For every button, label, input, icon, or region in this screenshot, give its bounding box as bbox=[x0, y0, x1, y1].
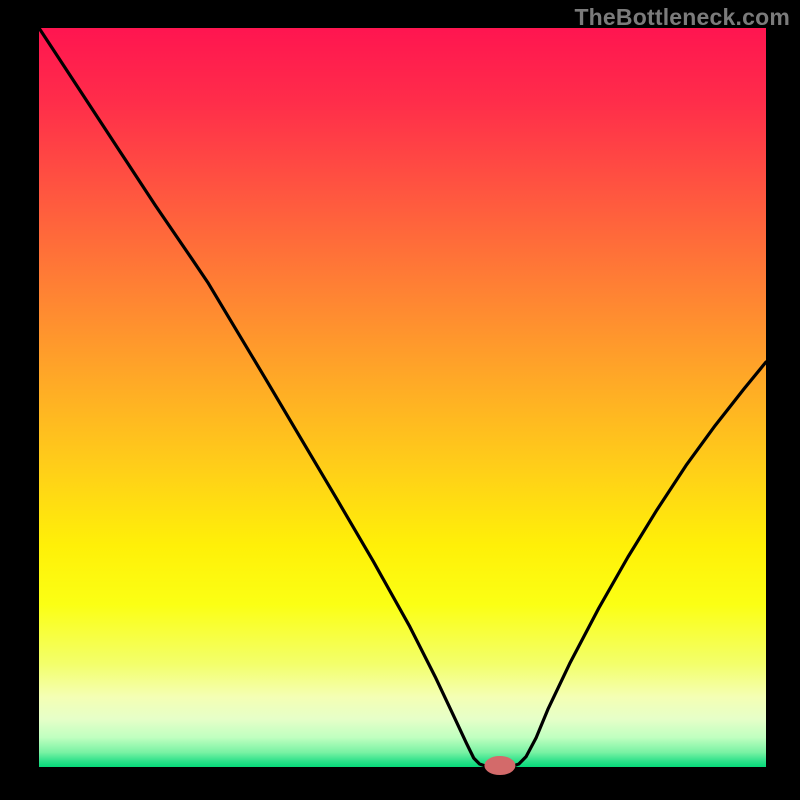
optimal-point-marker bbox=[485, 757, 515, 775]
chart-frame: { "watermark": { "text": "TheBottleneck.… bbox=[0, 0, 800, 800]
bottleneck-chart bbox=[0, 0, 800, 800]
watermark-text: TheBottleneck.com bbox=[574, 4, 790, 31]
plot-background bbox=[39, 28, 766, 767]
